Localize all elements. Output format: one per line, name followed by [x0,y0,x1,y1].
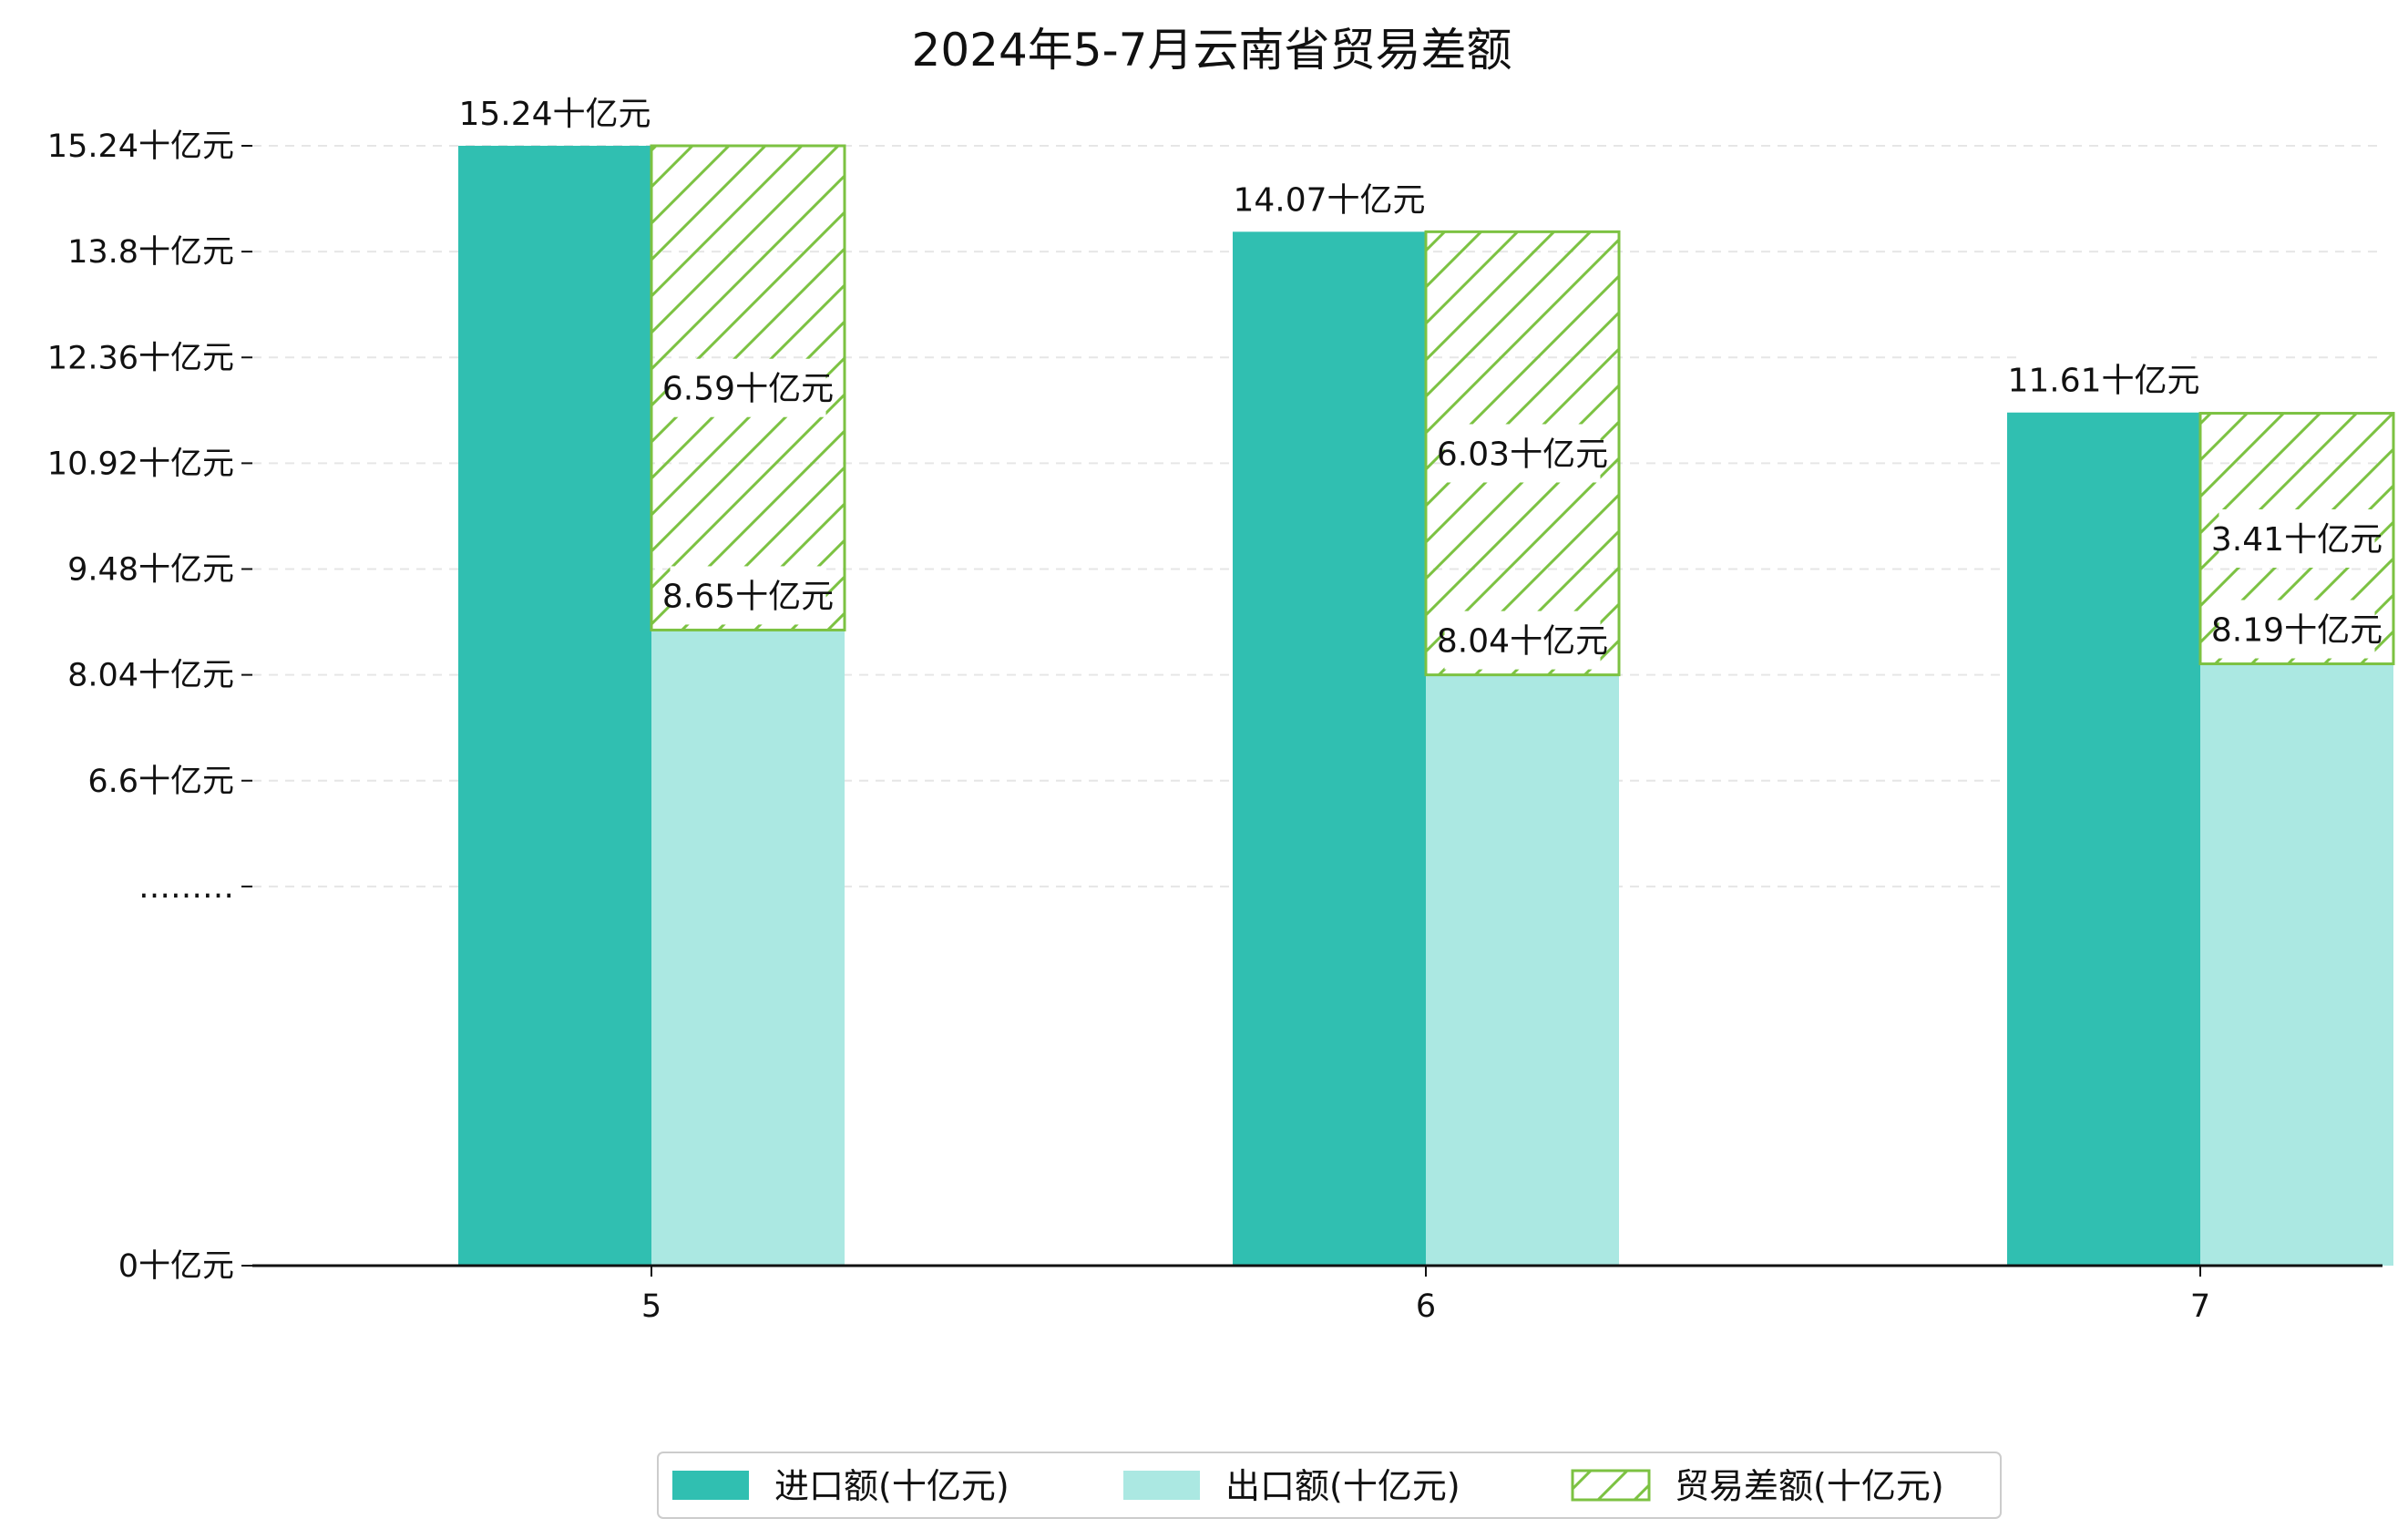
x-tick-label: 5 [641,1288,661,1325]
data-label-background [2218,600,2375,659]
chart-title: 2024年5-7月云南省贸易差额 [912,24,1512,77]
data-label: 6.59十亿元 [662,371,834,408]
export-bar [2200,663,2393,1266]
y-tick-label: ……… [138,869,234,906]
import-bar [2007,412,2200,1266]
labels-layer: 15.24十亿元 8.65十亿元 6.59十亿元 14.07十亿元 8.04十亿元 6.0… [458,84,2382,670]
legend: 进口额(十亿元) 出口额(十亿元) 贸易差额(十亿元) [657,1452,2002,1519]
legend-export-swatch [1123,1471,1200,1500]
export-bar [1426,674,1619,1266]
y-tick-label: 13.8十亿元 [67,234,234,271]
data-label-background [1444,424,1601,483]
y-tick-label: 6.6十亿元 [87,764,234,800]
axis-layer: 0十亿元 ……… 6.6十亿元 8.04十亿元 9.48十亿元 10.92十亿元 12.36… [47,128,2382,1325]
data-label: 14.07十亿元 [1233,181,1425,219]
legend-balance-label: 贸易差额(十亿元) [1675,1466,1944,1506]
data-label-background [467,84,642,142]
data-label-background [2218,509,2375,569]
data-label: 8.04十亿元 [1437,623,1608,661]
data-label-background [1444,610,1601,670]
data-label-background [2016,350,2191,409]
data-label-background [1242,169,1417,229]
y-tick-label: 0十亿元 [118,1248,234,1285]
data-label: 3.41十亿元 [2211,521,2382,559]
legend-frame [657,1452,2002,1519]
import-bar [458,146,651,1266]
data-label: 6.03十亿元 [1437,436,1608,473]
data-label: 8.65十亿元 [662,578,834,615]
data-label-background [670,358,826,417]
bars-layer [458,144,2395,1267]
y-tick-label: 9.48十亿元 [67,552,234,589]
y-tick-label: 8.04十亿元 [67,658,234,694]
data-label: 11.61十亿元 [2007,363,2199,400]
data-label: 8.19十亿元 [2211,612,2382,650]
data-label-background [670,566,826,625]
legend-balance-swatch [1571,1469,1651,1502]
import-bar [1233,231,1426,1267]
legend-import-label: 进口额(十亿元) [774,1466,1009,1506]
export-bar [651,630,845,1266]
legend-import-swatch [672,1471,749,1500]
y-tick-label: 15.24十亿元 [47,128,234,165]
legend-export-label: 出口额(十亿元) [1225,1466,1460,1506]
x-tick-label: 7 [2190,1288,2210,1325]
y-tick-label: 12.36十亿元 [47,340,234,376]
data-label: 15.24十亿元 [458,96,651,133]
x-tick-label: 6 [1416,1288,1436,1325]
y-tick-label: 10.92十亿元 [47,446,234,482]
